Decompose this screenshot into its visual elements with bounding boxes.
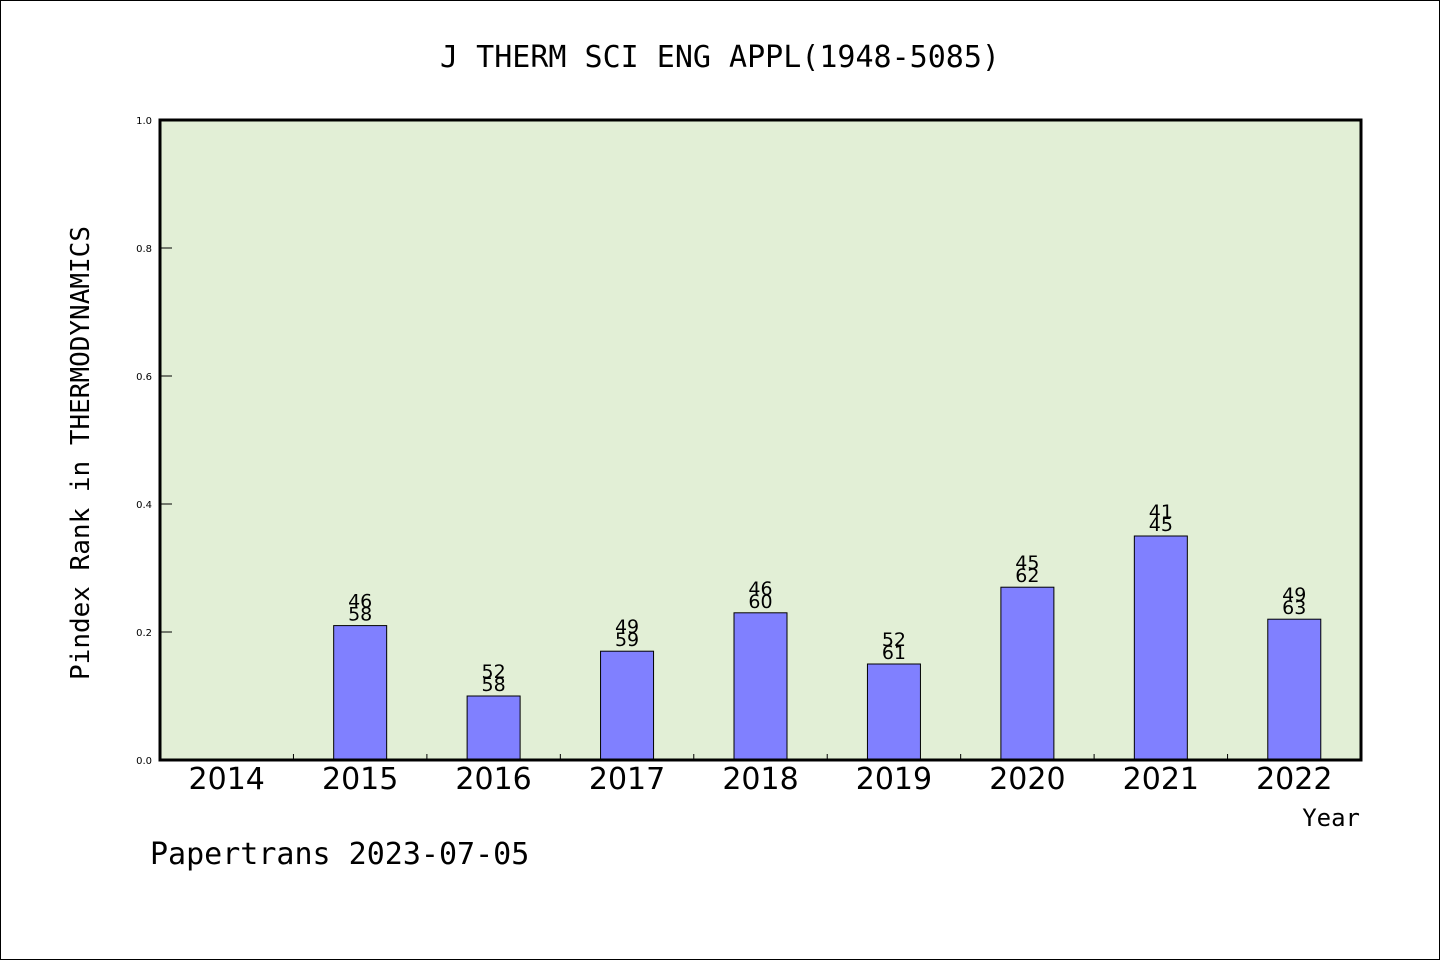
bar-label-bottom: 61 <box>882 642 906 664</box>
x-axis-ticks: 2014 2015 2016 2017 2018 2019 2020 2021 2022 <box>189 754 1332 797</box>
plot-border <box>158 118 1363 762</box>
y-tick-label: 0.0 <box>136 756 152 767</box>
x-tick-label: 2021 <box>1123 762 1199 797</box>
bar <box>466 695 521 761</box>
bar-label-top: 45 <box>1015 552 1039 574</box>
y-tick-label: 0.8 <box>136 244 152 255</box>
bar-label-top: 41 <box>1149 501 1173 523</box>
x-tick-label: 2015 <box>322 762 398 797</box>
x-tick-label: 2014 <box>189 762 265 797</box>
bar <box>1267 618 1322 761</box>
x-tick-label: 2016 <box>455 762 531 797</box>
bar <box>733 612 788 761</box>
x-tick-label: 2019 <box>856 762 932 797</box>
bar-label-top: 46 <box>748 578 772 600</box>
footer-credit: Papertrans 2023-07-05 <box>150 837 529 872</box>
bar-label-top: 46 <box>348 591 372 613</box>
bar-label-top: 52 <box>482 661 506 683</box>
y-tick-label: 0.4 <box>136 500 152 511</box>
bar-label-bottom: 62 <box>1015 565 1039 587</box>
x-tick-label: 2020 <box>989 762 1065 797</box>
y-tick-label: 1.0 <box>136 116 152 127</box>
bar <box>333 625 388 761</box>
y-tick-label: 0.6 <box>136 372 152 383</box>
chart-title: J THERM SCI ENG APPL(1948-5085) <box>440 40 1000 75</box>
y-axis-ticks: 0.0 0.2 0.4 0.6 0.8 1.0 <box>136 116 172 767</box>
bar <box>1133 535 1188 761</box>
x-axis-label: Year <box>1302 804 1360 832</box>
x-tick-label: 2022 <box>1256 762 1332 797</box>
bar-label-top: 49 <box>1282 584 1306 606</box>
bar <box>1000 586 1055 761</box>
x-tick-label: 2018 <box>722 762 798 797</box>
y-tick-label: 0.2 <box>136 628 152 639</box>
bar <box>600 650 655 761</box>
y-axis-label: Pindex Rank in THERMODYNAMICS <box>66 226 96 680</box>
bar-label-bottom: 45 <box>1149 514 1173 536</box>
bar-label-bottom: 58 <box>482 674 506 696</box>
bar-label-bottom: 58 <box>348 604 372 626</box>
bar-label-top: 49 <box>615 616 639 638</box>
bar <box>866 663 921 761</box>
bar-label-bottom: 59 <box>615 629 639 651</box>
bar-label-bottom: 60 <box>748 591 772 613</box>
bar-label-bottom: 63 <box>1282 597 1306 619</box>
bar-label-top: 52 <box>882 629 906 651</box>
x-tick-label: 2017 <box>589 762 665 797</box>
